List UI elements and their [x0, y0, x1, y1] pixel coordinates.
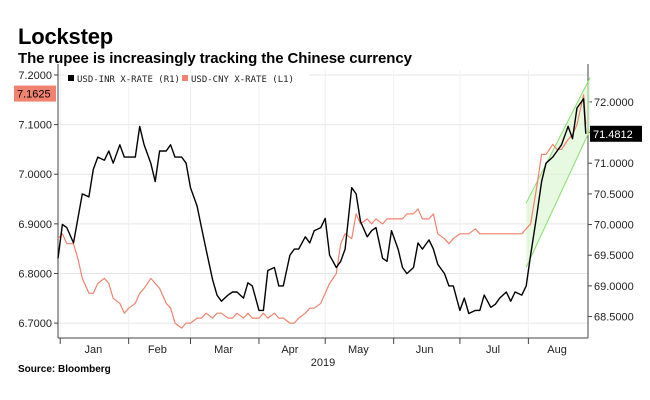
x-tick-label: Mar: [214, 344, 233, 356]
y-left-tick-label: 7.2000: [18, 70, 52, 82]
trend-channel-lower: [525, 129, 591, 268]
x-tick-label: Jul: [486, 344, 500, 356]
usd-inr-last-value-label: 71.4812: [593, 129, 633, 141]
usd-cny-series-line: [57, 94, 587, 329]
chart-subtitle: The rupee is increasingly tracking the C…: [18, 50, 412, 67]
usd-inr-series-line: [57, 98, 587, 315]
y-left-tick-label: 7.1000: [18, 120, 52, 132]
y-left-tick-label: 7.0000: [18, 169, 52, 181]
y-left-tick-label: 6.8000: [18, 268, 52, 280]
x-tick-label: May: [348, 344, 369, 356]
y-right-tick-label: 71.0000: [594, 158, 634, 170]
y-right-tick-label: 70.5000: [594, 189, 634, 201]
x-tick-label: Feb: [148, 344, 167, 356]
y-right-tick-label: 69.5000: [594, 250, 634, 262]
x-tick-label: Jun: [416, 344, 434, 356]
y-left-tick-label: 6.7000: [18, 318, 52, 330]
usd-cny-last-value-label: 7.1625: [17, 89, 51, 101]
y-right-tick-label: 70.0000: [594, 220, 634, 232]
y-right-tick-label: 69.0000: [594, 281, 634, 293]
trend-channel-upper: [525, 77, 591, 204]
source-note: Source: Bloomberg: [18, 364, 111, 375]
x-tick-label: Aug: [547, 344, 567, 356]
usd-inr-last-value-box: [590, 125, 642, 142]
usd-cny-last-value-box: [14, 85, 56, 102]
chart-title: Lockstep: [18, 24, 113, 49]
x-year-label: 2019: [311, 357, 335, 369]
legend-label-usd-cny: USD-CNY X-RATE (L1): [191, 75, 294, 85]
y-right-tick-label: 72.0000: [594, 97, 634, 109]
legend-swatch-usd-inr: [68, 75, 74, 81]
y-left-tick-label: 6.9000: [18, 219, 52, 231]
x-tick-label: Apr: [281, 344, 298, 356]
x-tick-label: Jan: [84, 344, 102, 356]
legend-label-usd-inr: USD-INR X-RATE (R1): [77, 75, 180, 85]
y-right-tick-label: 68.5000: [594, 312, 634, 324]
legend-swatch-usd-cny: [182, 75, 188, 81]
